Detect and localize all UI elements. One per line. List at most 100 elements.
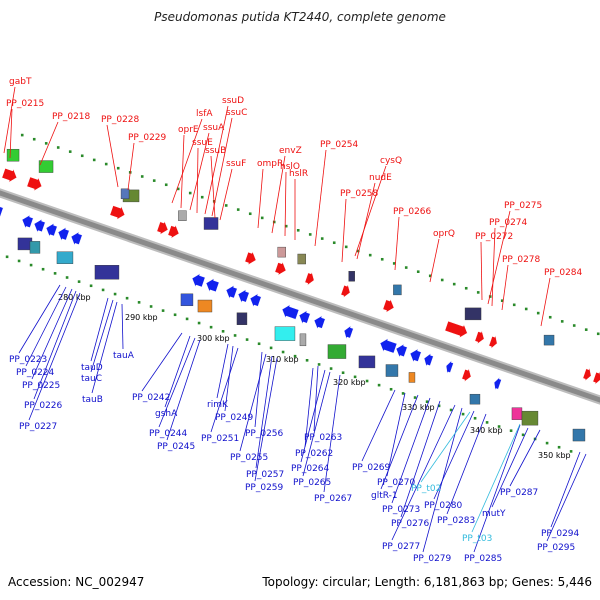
bottom-label-leader (18, 284, 61, 354)
bottom-gene-label: PP_0224 (16, 368, 55, 378)
bottom-gene-label: PP_0283 (437, 516, 475, 526)
top-gene-label: nudE (369, 173, 392, 183)
bottom-label-leader (300, 369, 326, 463)
bottom-gene-label: PP_0263 (304, 433, 342, 443)
top-gene-label: ssuA (203, 123, 225, 133)
inner-dot-track (425, 400, 429, 403)
outer-dot-track (176, 187, 180, 191)
inner-dot-track (521, 433, 525, 437)
gene-domain-box (297, 253, 306, 265)
top-label-leader (3, 86, 16, 154)
inner-dot-track (329, 367, 333, 370)
gene-domain-box (408, 372, 416, 383)
gene-domain-box (469, 393, 481, 405)
top-label-leader (189, 132, 210, 211)
reverse-gene-arrow-shape (379, 338, 398, 354)
top-gene-label: oprE (178, 125, 199, 135)
reverse-gene-arrow-shape (225, 284, 238, 300)
reverse-gene-arrow (493, 376, 502, 391)
reverse-gene-arrow (379, 338, 398, 354)
top-label-leader (219, 168, 233, 221)
reverse-gene-arrow-shape (21, 214, 34, 229)
gene-domain-box (274, 326, 296, 341)
outer-dot-track (92, 158, 96, 162)
top-label-leader (284, 171, 287, 237)
top-gene-label: ssuE (192, 138, 213, 148)
outer-dot-track (452, 282, 456, 286)
bottom-label-leader (91, 301, 118, 394)
inner-dot-track (353, 375, 357, 379)
top-label-leader (356, 182, 376, 260)
top-gene-label: oprQ (433, 229, 455, 239)
bottom-label-leader (121, 303, 124, 350)
outer-dot-track (380, 257, 384, 261)
inner-dot-track (413, 396, 417, 399)
top-gene-label: ompR (257, 159, 283, 169)
outer-dot-track (68, 150, 72, 153)
bottom-label-leader (491, 427, 529, 508)
top-label-leader (271, 155, 286, 234)
reverse-gene-arrow (0, 204, 4, 219)
bottom-gene-label: PP_0251 (201, 434, 239, 444)
bottom-gene-label: PP_0227 (19, 422, 57, 432)
reverse-gene-arrow-shape (395, 343, 408, 358)
gene-domain-box (180, 293, 194, 307)
forward-gene-arrow (592, 370, 600, 386)
outer-dot-track (188, 191, 192, 195)
outer-dot-track (320, 237, 324, 240)
forward-gene-arrow-shape (474, 329, 485, 345)
forward-gene-arrow (444, 320, 468, 339)
inner-dot-track (53, 272, 57, 275)
bottom-label-leader (210, 347, 239, 433)
top-gene-label: PP_0284 (544, 268, 583, 278)
top-gene-label: hslO (280, 162, 300, 172)
forward-gene-arrow-shape (26, 176, 43, 192)
top-label-leader (501, 264, 509, 311)
inner-dot-track (305, 358, 309, 362)
bottom-gene-label: gshA (155, 409, 178, 419)
bottom-gene-label: PP_0295 (537, 543, 575, 553)
reverse-gene-arrow (249, 293, 262, 308)
reverse-gene-arrow (70, 231, 83, 246)
bottom-gene-label: PP_0249 (215, 413, 254, 423)
inner-dot-track (245, 338, 249, 341)
reverse-gene-arrow-shape (57, 226, 70, 242)
bottom-label-leader (302, 371, 331, 477)
bottom-label-leader (31, 288, 73, 380)
forward-gene-arrow-shape (444, 320, 468, 339)
forward-gene-arrow (461, 367, 472, 383)
bottom-label-leader (216, 343, 229, 399)
bottom-label-leader (433, 410, 475, 500)
top-label-leader (480, 241, 483, 301)
reverse-gene-arrow (45, 222, 58, 238)
inner-dot-track (209, 325, 213, 329)
bottom-label-leader (166, 339, 201, 441)
bottom-label-leader (90, 297, 109, 362)
bottom-gene-label: PP_0280 (424, 501, 463, 511)
kbp-tick-label: 320 kbp (333, 378, 366, 387)
bottom-label-leader (546, 453, 587, 542)
gene-domain-box (56, 251, 74, 264)
outer-dot-track (404, 266, 408, 269)
top-label-leader (9, 108, 13, 159)
gene-domain-box (6, 148, 20, 162)
bottom-gene-label: PP_0245 (157, 442, 195, 452)
reverse-gene-arrow (281, 304, 300, 320)
outer-dot-track (44, 142, 48, 145)
bottom-gene-label: PP_0256 (245, 429, 284, 439)
forward-gene-arrow-shape (167, 224, 180, 239)
bottom-gene-label: PP_0223 (9, 355, 47, 365)
gene-domain-box (393, 284, 402, 296)
outer-dot-track (116, 166, 120, 170)
reverse-gene-arrow-shape (33, 218, 46, 233)
inner-dot-track (497, 425, 501, 428)
top-label-leader (204, 105, 229, 215)
inner-dot-track (125, 296, 129, 300)
outer-dot-track (572, 324, 576, 327)
inner-dot-track (41, 267, 45, 271)
top-gene-label: lsfA (196, 109, 213, 119)
bottom-gene-label: PP_0270 (377, 478, 416, 488)
top-gene-label: PP_0278 (502, 255, 541, 265)
trna-label-leader (420, 411, 471, 483)
top-label-leader (196, 147, 199, 214)
